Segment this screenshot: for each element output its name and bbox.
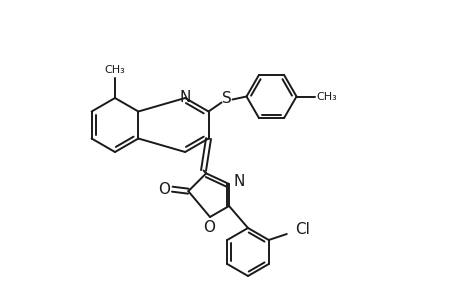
Text: Cl: Cl — [294, 223, 309, 238]
Text: N: N — [179, 89, 190, 104]
Text: CH₃: CH₃ — [316, 92, 336, 101]
Text: N: N — [233, 175, 244, 190]
Text: CH₃: CH₃ — [104, 65, 125, 75]
Text: S: S — [221, 91, 231, 106]
Text: O: O — [202, 220, 214, 235]
Text: O: O — [158, 182, 170, 197]
